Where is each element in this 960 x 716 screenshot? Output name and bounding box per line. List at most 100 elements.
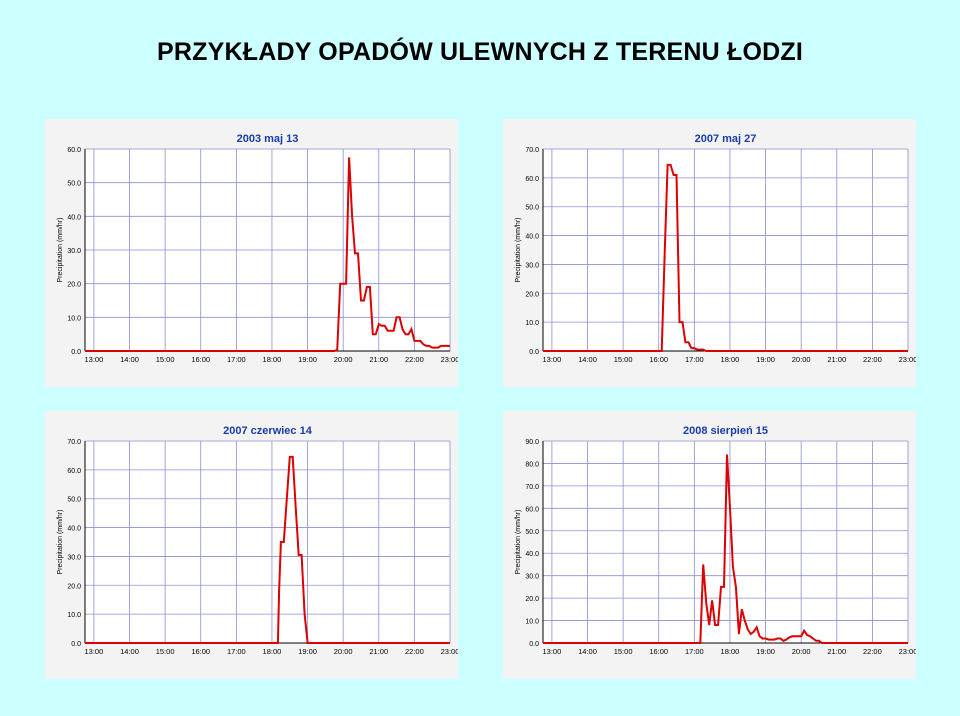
y-tick-label: 10.0: [67, 612, 81, 619]
chart-panel-2007-06-14: 0.0 10.0 20.0 30.0 40.0 50.0 60.0 70.0 13:00 14:0…: [45, 411, 458, 679]
x-tick-label: 19:00: [756, 647, 775, 656]
chart-title: 2007 czerwiec 14: [223, 425, 313, 437]
y-tick-label: 40.0: [525, 234, 539, 241]
x-tick-label: 23:00: [441, 355, 458, 364]
y-tick-label: 50.0: [67, 181, 81, 188]
x-tick-label: 21:00: [369, 647, 388, 656]
precipitation-chart: 0.0 10.0 20.0 30.0 40.0 50.0 60.0 70.0 80.0 90.0 1…: [515, 425, 916, 656]
x-tick-label: 21:00: [369, 355, 388, 364]
chart-title: 2008 sierpień 15: [683, 425, 768, 437]
x-tick-label: 17:00: [227, 355, 246, 364]
x-tick-label: 19:00: [298, 355, 317, 364]
y-tick-label: 10.0: [525, 320, 539, 327]
chart-panel-2007-05-27: 0.0 10.0 20.0 30.0 40.0 50.0 60.0 70.0 13:00 14:0…: [503, 119, 916, 387]
y-tick-label: 70.0: [525, 484, 539, 491]
precipitation-series-line: [85, 455, 450, 644]
x-tick-label: 18:00: [263, 647, 282, 656]
x-tick-label: 17:00: [685, 647, 704, 656]
x-tick-label: 20:00: [334, 355, 353, 364]
plot-area: [543, 149, 908, 351]
x-tick-label: 18:00: [263, 355, 282, 364]
x-tick-label: 20:00: [792, 647, 811, 656]
y-tick-label: 30.0: [67, 554, 81, 561]
y-tick-label: 70.0: [525, 147, 539, 154]
plot-area: [85, 441, 450, 643]
y-tick-label: 0.0: [529, 641, 539, 648]
chart-panel-2003-05-13: 0.0 10.0 20.0 30.0 40.0 50.0 60.0 13:00 14:00 15:…: [45, 119, 458, 387]
precipitation-chart: 0.0 10.0 20.0 30.0 40.0 50.0 60.0 70.0 13:00 14:0…: [515, 133, 916, 364]
x-tick-label: 22:00: [405, 647, 424, 656]
y-axis-label: Precipitation (mm/hr): [57, 510, 64, 575]
x-tick-label: 16:00: [649, 355, 668, 364]
y-tick-label: 40.0: [67, 526, 81, 533]
y-tick-label: 20.0: [525, 596, 539, 603]
y-tick-label: 40.0: [67, 214, 81, 221]
x-tick-label: 23:00: [899, 647, 916, 656]
chart-title: 2007 maj 27: [695, 133, 757, 145]
y-tick-label: 0.0: [71, 349, 81, 356]
x-tick-label: 15:00: [156, 355, 175, 364]
y-tick-label: 50.0: [67, 497, 81, 504]
x-tick-label: 15:00: [614, 355, 633, 364]
y-tick-label: 80.0: [525, 461, 539, 468]
y-tick-label: 30.0: [67, 248, 81, 255]
x-tick-label: 14:00: [578, 647, 597, 656]
y-tick-label: 30.0: [525, 574, 539, 581]
x-tick-label: 13:00: [85, 647, 104, 656]
y-tick-label: 30.0: [525, 262, 539, 269]
x-tick-label: 14:00: [120, 647, 139, 656]
x-tick-label: 21:00: [827, 647, 846, 656]
precipitation-series-line: [85, 157, 450, 352]
x-tick-label: 13:00: [543, 355, 562, 364]
x-tick-label: 22:00: [863, 355, 882, 364]
x-tick-label: 15:00: [614, 647, 633, 656]
y-tick-label: 0.0: [529, 349, 539, 356]
x-tick-label: 18:00: [721, 355, 740, 364]
y-tick-label: 60.0: [525, 176, 539, 183]
y-tick-label: 40.0: [525, 551, 539, 558]
x-tick-label: 13:00: [543, 647, 562, 656]
x-tick-label: 13:00: [85, 355, 104, 364]
x-tick-label: 22:00: [863, 647, 882, 656]
precipitation-chart: 0.0 10.0 20.0 30.0 40.0 50.0 60.0 13:00 14:00 15:…: [57, 133, 458, 364]
y-tick-label: 10.0: [525, 619, 539, 626]
y-axis-label: Precipitation (mm/hr): [515, 510, 522, 575]
y-axis-label: Precipitation (mm/hr): [515, 218, 522, 283]
x-tick-label: 19:00: [298, 647, 317, 656]
x-tick-label: 23:00: [899, 355, 916, 364]
chart-title: 2003 maj 13: [237, 133, 299, 145]
page-title: PRZYKŁADY OPADÓW ULEWNYCH Z TERENU ŁODZI: [157, 38, 803, 66]
x-tick-label: 16:00: [649, 647, 668, 656]
precipitation-series-line: [543, 163, 908, 352]
x-tick-label: 14:00: [578, 355, 597, 364]
y-tick-label: 70.0: [67, 439, 81, 446]
x-tick-label: 23:00: [441, 647, 458, 656]
x-tick-label: 14:00: [120, 355, 139, 364]
y-tick-label: 10.0: [67, 315, 81, 322]
y-tick-label: 20.0: [67, 583, 81, 590]
x-tick-label: 16:00: [191, 355, 210, 364]
y-tick-label: 50.0: [525, 529, 539, 536]
y-tick-label: 60.0: [67, 147, 81, 154]
x-tick-label: 19:00: [756, 355, 775, 364]
x-tick-label: 18:00: [721, 647, 740, 656]
x-tick-label: 21:00: [827, 355, 846, 364]
x-tick-label: 16:00: [191, 647, 210, 656]
precipitation-series-line: [543, 454, 908, 644]
x-tick-label: 20:00: [334, 647, 353, 656]
y-tick-label: 20.0: [525, 291, 539, 298]
chart-panel-2008-08-15: 0.0 10.0 20.0 30.0 40.0 50.0 60.0 70.0 80.0 90.0 1…: [503, 411, 916, 679]
x-tick-label: 17:00: [227, 647, 246, 656]
y-tick-label: 90.0: [525, 439, 539, 446]
y-tick-label: 60.0: [525, 506, 539, 513]
x-tick-label: 20:00: [792, 355, 811, 364]
y-tick-label: 60.0: [67, 468, 81, 475]
y-tick-label: 20.0: [67, 282, 81, 289]
precipitation-chart: 0.0 10.0 20.0 30.0 40.0 50.0 60.0 70.0 13:00 14:0…: [57, 425, 458, 656]
x-tick-label: 22:00: [405, 355, 424, 364]
x-tick-label: 17:00: [685, 355, 704, 364]
y-tick-label: 50.0: [525, 205, 539, 212]
x-tick-label: 15:00: [156, 647, 175, 656]
y-axis-label: Precipitation (mm/hr): [57, 218, 64, 283]
y-tick-label: 0.0: [71, 641, 81, 648]
